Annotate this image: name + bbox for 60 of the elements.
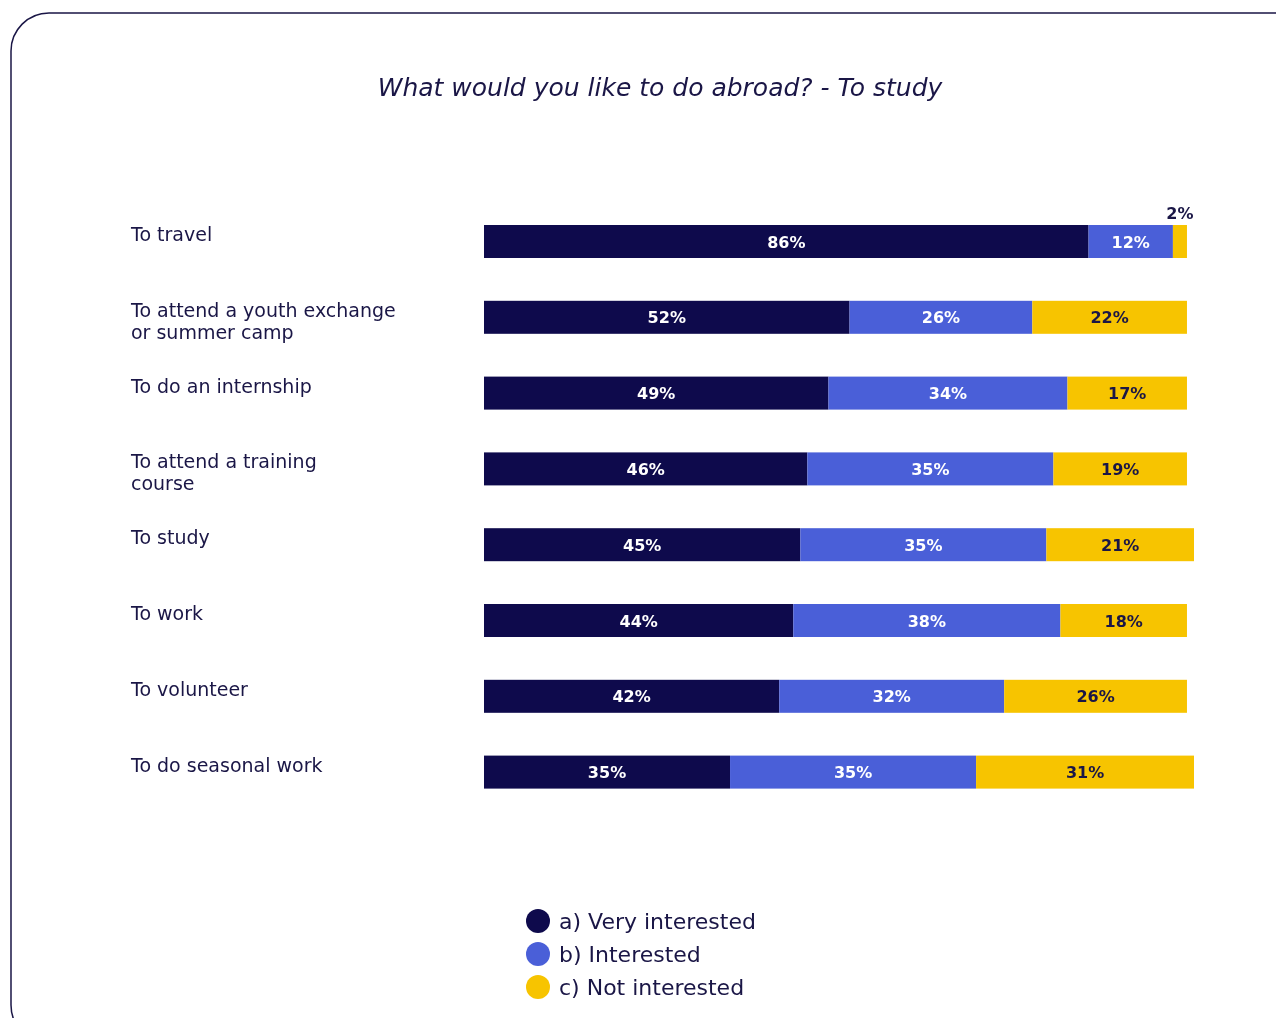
data-label: 35% — [833, 763, 873, 783]
chart-title: What would you like to do abroad? - To study — [377, 73, 944, 102]
bar — [730, 755, 977, 789]
bar — [1067, 376, 1187, 410]
bar — [1060, 604, 1187, 637]
data-label: 19% — [1101, 459, 1140, 479]
data-label: 45% — [623, 535, 662, 555]
data-label: 2% — [1166, 204, 1194, 223]
y-tick-label: To attend a training course — [130, 450, 317, 495]
y-tick-label: To attend a youth exchange or summer camp — [130, 298, 396, 343]
data-label: 34% — [928, 384, 968, 404]
data-label: 32% — [872, 687, 911, 707]
data-label: 21% — [1101, 535, 1140, 555]
data-label: 44% — [619, 611, 658, 631]
data-label: 52% — [647, 308, 686, 328]
bar — [484, 679, 780, 713]
data-label: 42% — [612, 687, 651, 707]
bar — [1032, 300, 1187, 334]
bar — [976, 755, 1194, 789]
data-label: 26% — [921, 308, 961, 328]
bar — [484, 528, 801, 562]
bar — [484, 604, 794, 637]
bar — [800, 528, 1047, 562]
data-label: 35% — [911, 459, 950, 479]
data-label: 18% — [1104, 611, 1143, 631]
data-label: 22% — [1090, 308, 1129, 328]
legend-label: c) Not interested — [559, 975, 745, 1000]
data-label: 17% — [1108, 384, 1147, 404]
y-tick-label: To do an internship — [130, 374, 312, 397]
bar — [1172, 225, 1187, 258]
data-label: 35% — [587, 763, 627, 783]
bar — [1046, 528, 1194, 562]
bar — [807, 452, 1054, 486]
bar — [849, 300, 1033, 334]
data-label: 26% — [1076, 687, 1115, 707]
bar — [793, 604, 1061, 637]
y-tick-label: To do seasonal work — [130, 753, 323, 776]
y-tick-label: To study — [130, 526, 210, 549]
data-label: 46% — [626, 459, 665, 479]
bar — [484, 755, 731, 789]
bar — [1053, 452, 1187, 486]
bar — [1088, 225, 1173, 258]
data-label: 12% — [1111, 232, 1150, 252]
y-tick-label: To travel — [130, 223, 213, 245]
bar — [1004, 679, 1187, 713]
bar — [484, 376, 829, 410]
data-label: 31% — [1065, 763, 1105, 783]
data-label: 86% — [767, 232, 806, 252]
bar — [828, 376, 1068, 410]
y-tick-label: To work — [130, 602, 204, 624]
data-label: 49% — [637, 384, 676, 404]
bar — [779, 679, 1005, 713]
legend-label: b) Interested — [559, 942, 701, 967]
data-label: 35% — [904, 535, 943, 555]
bar — [484, 225, 1089, 258]
y-tick-label: To volunteer — [130, 677, 249, 700]
bar — [484, 300, 850, 334]
legend-label: a) Very interested — [559, 909, 756, 934]
data-label: 38% — [907, 611, 947, 631]
bar — [484, 452, 808, 486]
